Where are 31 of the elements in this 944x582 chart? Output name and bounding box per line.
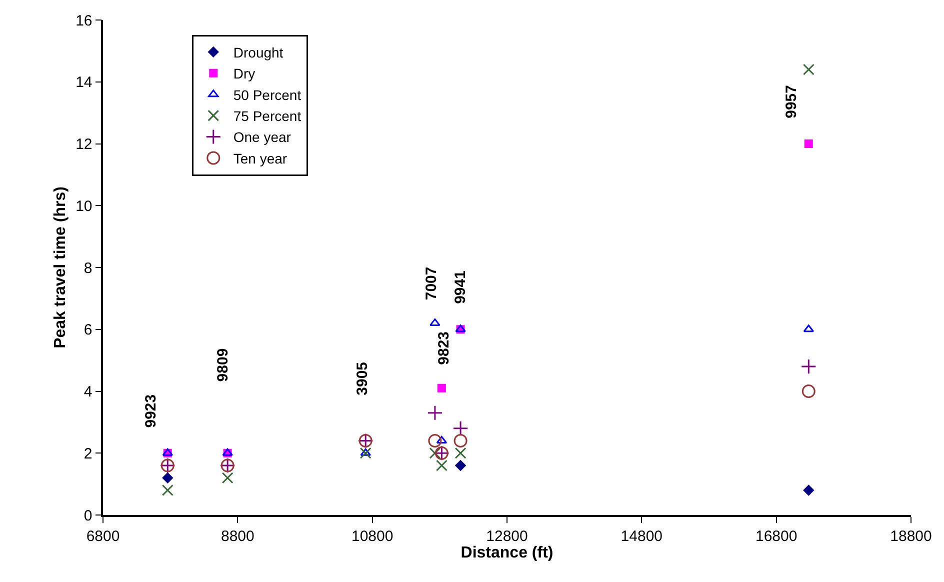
x-tick-label: 16800 xyxy=(755,528,798,545)
annotation: 9823 xyxy=(436,331,453,365)
legend-label: Drought xyxy=(233,44,284,60)
legend-label: One year xyxy=(233,129,292,146)
x-tick-label: 18800 xyxy=(890,528,932,545)
y-tick-label: 6 xyxy=(84,322,92,339)
y-tick-label: 0 xyxy=(84,507,92,524)
annotation: 9941 xyxy=(452,270,470,304)
y-tick-label: 12 xyxy=(76,136,92,153)
x-tick-label: 8800 xyxy=(220,528,254,545)
y-tick-label: 8 xyxy=(84,260,92,277)
legend-label: Dry xyxy=(233,66,256,82)
y-tick-label: 10 xyxy=(76,198,92,215)
annotation: 9809 xyxy=(214,348,232,382)
y-tick-label: 14 xyxy=(76,74,92,92)
y-tick-label: 4 xyxy=(84,384,92,400)
x-tick-label: 10800 xyxy=(351,528,394,545)
y-axis-title: Peak travel time (hrs) xyxy=(52,186,69,348)
annotation: 9957 xyxy=(782,85,800,118)
x-tick-label: 14800 xyxy=(620,528,663,545)
x-tick-label: 6800 xyxy=(86,528,120,545)
legend-label: 75 Percent xyxy=(233,108,302,124)
annotation: 9923 xyxy=(142,394,160,428)
x-axis-title: Distance (ft) xyxy=(460,544,554,562)
legend-label: 50 Percent xyxy=(233,86,302,103)
legend-label: Ten year xyxy=(233,150,288,166)
annotation: 7007 xyxy=(422,266,440,300)
x-tick-label: 12800 xyxy=(486,528,528,545)
y-tick-label: 16 xyxy=(76,12,92,30)
annotation: 3905 xyxy=(354,362,371,396)
y-tick-label: 2 xyxy=(84,445,92,462)
